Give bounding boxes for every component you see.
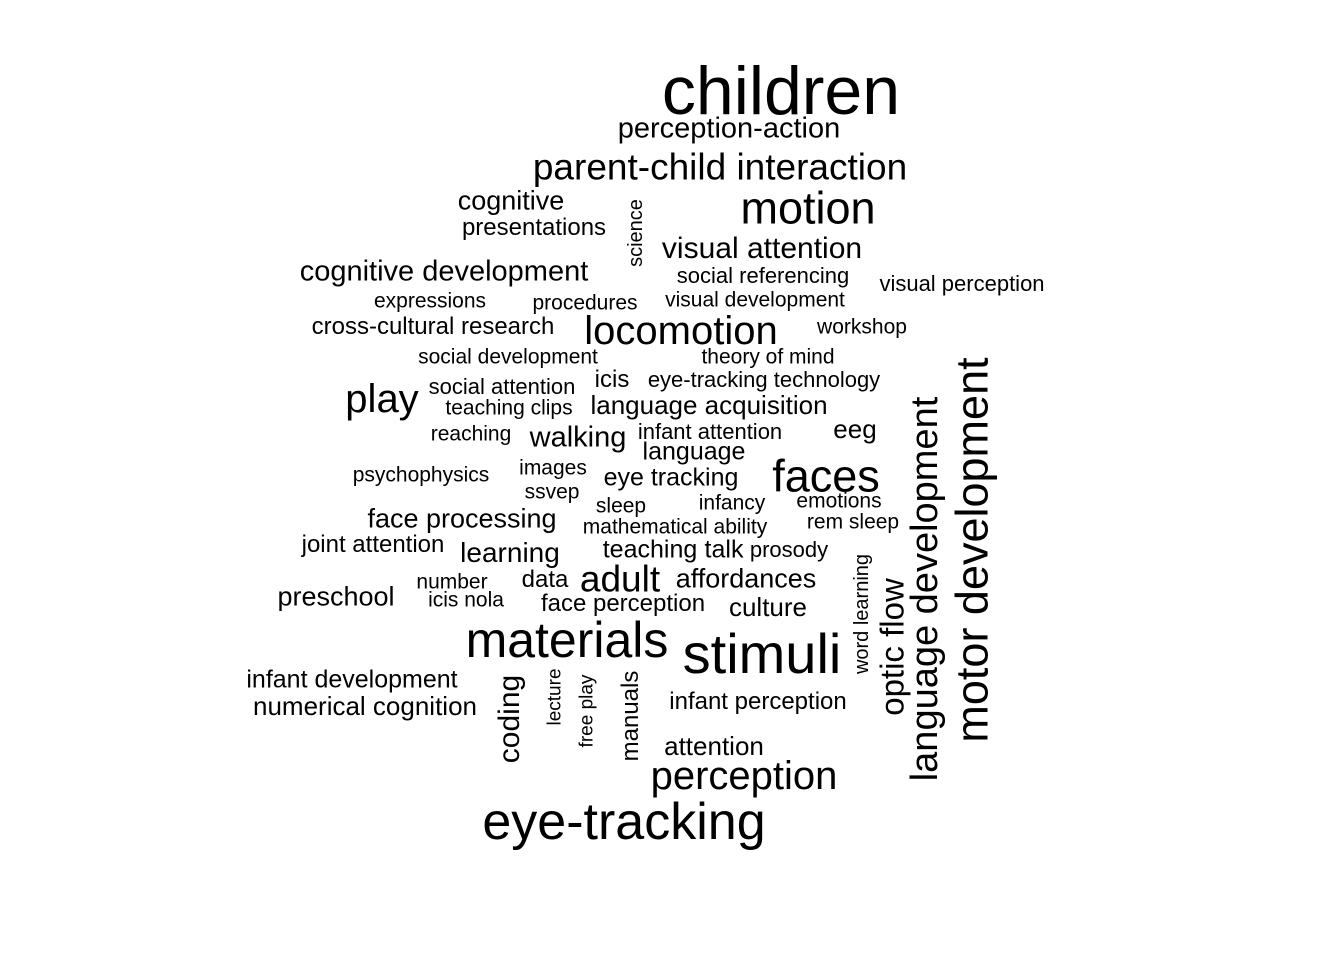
word-visual-development: visual development: [665, 288, 845, 312]
word-preschool: preschool: [277, 581, 395, 612]
word-teaching: teaching: [602, 535, 698, 564]
word-walking: walking: [529, 421, 627, 454]
word-word-learning: word learning: [851, 553, 873, 675]
word-faces: faces: [772, 450, 880, 502]
word-language-acquisition: language acquisition: [590, 390, 828, 420]
word-cross-cultural-research: cross-cultural research: [311, 313, 555, 340]
word-teaching-clips: teaching clips: [445, 396, 573, 420]
word-prosody: prosody: [749, 537, 829, 562]
word-materials: materials: [465, 612, 669, 668]
word-icis-nola: icis nola: [428, 588, 504, 612]
word-affordances: affordances: [675, 563, 817, 594]
word-theory-of-mind: theory of mind: [701, 345, 835, 369]
word-motor-development: motor development: [946, 357, 998, 743]
word-expressions: expressions: [373, 289, 487, 313]
word-workshop: workshop: [817, 315, 907, 339]
word-infant-attention: infant attention: [637, 419, 783, 444]
word-visual-attention: visual attention: [661, 232, 863, 265]
word-numerical-cognition: numerical cognition: [252, 691, 478, 721]
word-language-development: language development: [904, 396, 946, 782]
word-eye-tracking-technology: eye-tracking technology: [647, 367, 881, 392]
word-perception-action: perception-action: [617, 112, 841, 145]
word-icis: icis: [594, 366, 630, 393]
word-lecture: lecture: [544, 668, 566, 726]
word-emotions: emotions: [796, 489, 882, 513]
word-social-attention: social attention: [428, 374, 576, 399]
word-adult: adult: [579, 558, 661, 600]
word-free-play: free play: [576, 674, 598, 748]
word-coding: coding: [493, 674, 526, 764]
word-visual-perception: visual perception: [879, 271, 1045, 296]
word-learning: learning: [460, 537, 560, 568]
word-mathematical-ability: mathematical ability: [582, 515, 768, 539]
word-eeg: eeg: [833, 414, 877, 444]
word-perception: perception: [650, 754, 838, 798]
word-language: language: [642, 437, 746, 466]
word-ssvep: ssvep: [524, 480, 580, 504]
word-procedures: procedures: [532, 291, 638, 315]
word-number: number: [416, 570, 488, 594]
word-infant-development: infant development: [246, 665, 458, 694]
word-manuals: manuals: [617, 670, 644, 762]
word-face-processing: face processing: [367, 503, 557, 534]
word-parent-child-interaction: parent-child interaction: [532, 146, 908, 188]
word-cognitive: cognitive: [457, 185, 565, 216]
word-cognitive-development: cognitive development: [299, 255, 589, 288]
word-eye-tracking: eye-tracking: [482, 793, 766, 851]
word-presentations: presentations: [461, 214, 607, 241]
word-rem-sleep: rem sleep: [806, 510, 900, 534]
word-data: data: [521, 566, 569, 593]
word-play: play: [345, 377, 419, 421]
word-locomotion: locomotion: [584, 309, 778, 353]
word-joint-attention: joint attention: [301, 531, 445, 558]
word-talk: talk: [704, 535, 744, 564]
word-psychophysics: psychophysics: [352, 463, 490, 487]
word-infancy: infancy: [698, 491, 766, 515]
word-motion: motion: [740, 182, 876, 234]
word-eye-tracking: eye tracking: [603, 463, 739, 492]
word-images: images: [519, 456, 587, 480]
word-attention: attention: [664, 731, 764, 761]
word-children: children: [661, 53, 901, 129]
word-social-referencing: social referencing: [676, 263, 850, 288]
word-science: science: [625, 199, 647, 267]
word-stimuli: stimuli: [682, 622, 842, 685]
word-sleep: sleep: [595, 494, 647, 518]
word-optic-flow: optic flow: [873, 578, 911, 716]
word-social-development: social development: [418, 345, 598, 369]
word-infant-perception: infant perception: [669, 688, 847, 715]
word-reaching: reaching: [430, 422, 512, 446]
word-face-perception: face perception: [540, 590, 706, 617]
word-culture: culture: [728, 592, 808, 622]
